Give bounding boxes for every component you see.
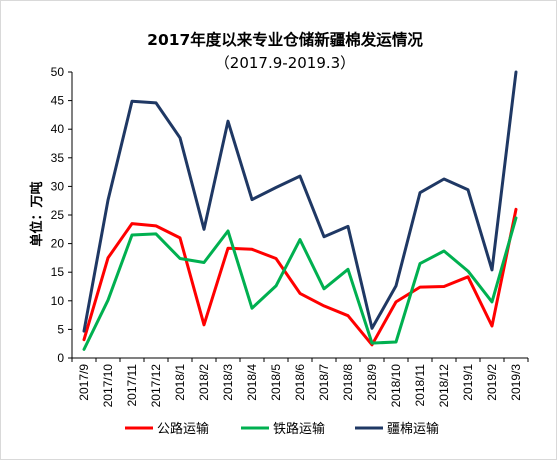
series-line-1: [82, 216, 518, 351]
legend-item-1: 铁路运输: [241, 421, 325, 437]
x-tick-label: 2018/9: [365, 364, 379, 401]
chart-title: 2017年度以来专业仓储新疆棉发运情况: [147, 30, 423, 49]
y-tick-label: 50: [51, 65, 65, 79]
x-tick-label: 2018/5: [269, 364, 283, 401]
x-tick-label: 2018/4: [245, 364, 259, 401]
x-tick-label: 2017/12: [149, 364, 163, 408]
series-line-2: [82, 70, 518, 333]
x-tick-label: 2018/2: [197, 364, 211, 401]
x-tick-label: 2019/1: [461, 364, 475, 401]
y-tick-label: 40: [51, 122, 65, 136]
legend-label: 公路运输: [157, 421, 209, 437]
x-tick-label: 2018/3: [221, 364, 235, 401]
x-tick-label: 2018/8: [341, 364, 355, 401]
x-tick-label: 2018/10: [389, 364, 403, 408]
y-tick-label: 45: [51, 94, 65, 108]
legend-label: 疆棉运输: [387, 421, 439, 437]
y-tick-label: 15: [51, 265, 65, 279]
y-tick-label: 10: [51, 294, 65, 308]
axes: 0 5 10 15 20 25 30 35 40 45 50 2017/9 2017/10 2017/11…: [51, 65, 529, 408]
y-axis-label: 单位：万吨: [29, 181, 45, 246]
legend-item-0: 公路运输: [125, 421, 209, 437]
legend: 公路运输 铁路运输 疆棉运输: [125, 421, 439, 437]
x-tick-label: 2017/9: [77, 364, 91, 401]
x-tick-label: 2018/7: [317, 364, 331, 401]
series-lines: [82, 70, 518, 351]
x-tick-label: 2018/11: [413, 364, 427, 407]
x-tick-label: 2017/10: [101, 364, 115, 408]
x-tick-label: 2018/12: [437, 364, 451, 408]
x-tick-label: 2019/3: [509, 364, 523, 401]
y-tick-label: 20: [51, 237, 65, 251]
x-tick-label: 2018/6: [293, 364, 307, 401]
series-line-0: [82, 207, 518, 347]
y-tick-label: 0: [57, 351, 64, 365]
y-tick-label: 30: [51, 179, 65, 193]
x-tick-label: 2017/11: [125, 364, 139, 407]
y-tick-label: 5: [57, 322, 64, 336]
legend-label: 铁路运输: [273, 421, 325, 437]
x-tick-label: 2019/2: [485, 364, 499, 401]
legend-item-2: 疆棉运输: [355, 421, 439, 437]
y-tick-label: 25: [51, 208, 65, 222]
chart-subtitle: （2017.9-2019.3）: [215, 54, 355, 72]
y-tick-label: 35: [51, 151, 65, 165]
x-tick-label: 2018/1: [173, 364, 187, 401]
